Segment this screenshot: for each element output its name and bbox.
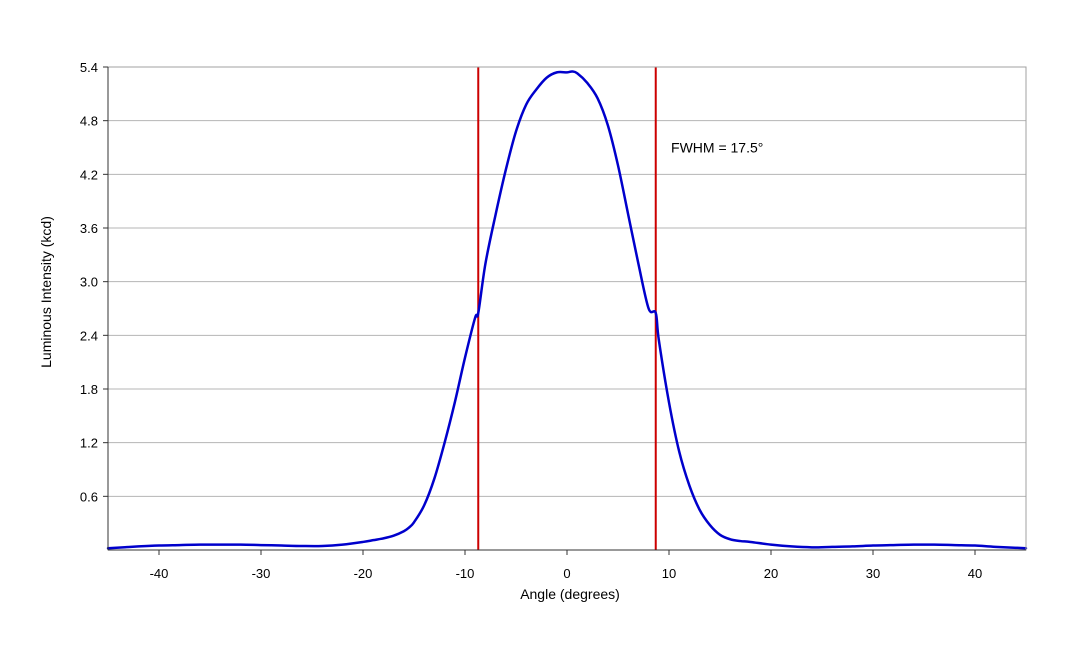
fwhm-markers bbox=[477, 67, 657, 550]
x-tick-label: 30 bbox=[866, 566, 880, 581]
y-tick-labels: 0.6 1.2 1.8 2.4 3.0 3.6 4.2 4.8 5.4 bbox=[80, 60, 98, 504]
series-layer bbox=[106, 70, 1028, 550]
y-tick-label: 1.8 bbox=[80, 382, 98, 397]
y-tick-label: 3.6 bbox=[80, 221, 98, 236]
y-tick-label: 3.0 bbox=[80, 275, 98, 290]
y-tick-label: 2.4 bbox=[80, 328, 98, 343]
x-tick-labels: -40 -30 -20 -10 0 10 20 30 40 bbox=[150, 566, 983, 581]
x-tick-label: 10 bbox=[662, 566, 676, 581]
x-tick-label: -30 bbox=[252, 566, 271, 581]
x-tick-label: 0 bbox=[563, 566, 570, 581]
fwhm-annotation: FWHM = 17.5° bbox=[671, 140, 763, 156]
plot-frame bbox=[103, 66, 1027, 555]
x-axis-title: Angle (degrees) bbox=[520, 586, 620, 602]
y-tick-label: 0.6 bbox=[80, 489, 98, 504]
y-tick-label: 5.4 bbox=[80, 60, 98, 75]
x-tick-label: -10 bbox=[456, 566, 475, 581]
plot-area-border bbox=[107, 66, 1027, 551]
x-tick-label: 20 bbox=[764, 566, 778, 581]
y-tick-label: 1.2 bbox=[80, 436, 98, 451]
intensity-curve bbox=[106, 70, 1028, 550]
y-tick-label: 4.2 bbox=[80, 167, 98, 182]
y-axis-title: Luminous Intensity (kcd) bbox=[38, 216, 54, 368]
y-tick-label: 4.8 bbox=[80, 114, 98, 129]
x-tick-label: -40 bbox=[150, 566, 169, 581]
gridlines bbox=[108, 66, 1026, 497]
x-tick-label: -20 bbox=[354, 566, 373, 581]
x-tick-label: 40 bbox=[968, 566, 982, 581]
